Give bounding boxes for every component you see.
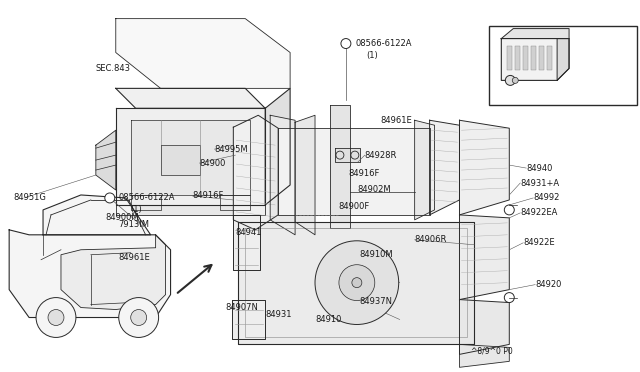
Text: 84907N: 84907N	[225, 303, 258, 312]
Polygon shape	[557, 39, 569, 80]
Circle shape	[506, 76, 515, 86]
Polygon shape	[265, 89, 290, 205]
Circle shape	[48, 310, 64, 326]
Bar	[508, 45, 512, 70]
Polygon shape	[460, 120, 509, 215]
Polygon shape	[278, 128, 429, 215]
Text: 08566-6122A: 08566-6122A	[356, 39, 412, 48]
Polygon shape	[238, 222, 474, 344]
Circle shape	[339, 265, 375, 301]
Text: 84900M: 84900M	[106, 214, 140, 222]
Polygon shape	[234, 115, 278, 230]
Polygon shape	[501, 29, 569, 39]
Polygon shape	[96, 130, 116, 190]
Circle shape	[341, 39, 351, 48]
Bar	[515, 45, 520, 70]
Text: (1): (1)	[131, 205, 143, 214]
Polygon shape	[61, 235, 166, 310]
Polygon shape	[116, 89, 265, 108]
Polygon shape	[116, 205, 265, 215]
Circle shape	[36, 298, 76, 337]
Text: 84940: 84940	[526, 164, 552, 173]
Bar	[490, 26, 637, 105]
Text: 84922E: 84922E	[524, 238, 555, 247]
Text: 84910M: 84910M	[360, 250, 394, 259]
Text: 84951G: 84951G	[13, 193, 46, 202]
Polygon shape	[161, 145, 200, 175]
Text: 7913IM: 7913IM	[119, 220, 150, 230]
Text: 84900F: 84900F	[338, 202, 369, 211]
Text: 84937N: 84937N	[360, 297, 393, 306]
Text: 84992: 84992	[533, 193, 559, 202]
Text: S: S	[342, 40, 348, 45]
Bar	[524, 45, 528, 70]
Polygon shape	[460, 344, 509, 367]
Polygon shape	[131, 120, 250, 195]
Polygon shape	[429, 120, 460, 215]
Text: 84961E: 84961E	[119, 253, 150, 262]
Polygon shape	[9, 230, 171, 318]
Text: 84920: 84920	[535, 280, 561, 289]
Polygon shape	[232, 299, 265, 339]
Text: 08566-6122A: 08566-6122A	[119, 193, 175, 202]
Text: (1): (1)	[366, 51, 378, 60]
Text: SEC.843: SEC.843	[96, 64, 131, 73]
Polygon shape	[43, 195, 150, 235]
Bar	[539, 45, 544, 70]
Text: 84995M: 84995M	[214, 145, 248, 154]
Bar	[531, 45, 536, 70]
Text: ^8/9^0 P0: ^8/9^0 P0	[472, 347, 513, 356]
Polygon shape	[330, 105, 350, 228]
Polygon shape	[415, 120, 435, 220]
Text: 84900: 84900	[200, 158, 226, 167]
Polygon shape	[460, 299, 509, 355]
Polygon shape	[295, 115, 315, 235]
Polygon shape	[270, 115, 295, 235]
Polygon shape	[501, 39, 569, 80]
Bar	[547, 45, 552, 70]
Text: 84961E: 84961E	[381, 116, 413, 125]
Text: F/CD AUTO CHANGER: F/CD AUTO CHANGER	[500, 89, 582, 98]
Text: S: S	[106, 195, 111, 199]
Text: 84916F: 84916F	[348, 169, 380, 177]
Polygon shape	[234, 215, 260, 270]
Circle shape	[352, 278, 362, 288]
Text: 84902M: 84902M	[358, 186, 392, 195]
Text: 84910: 84910	[315, 315, 341, 324]
Polygon shape	[116, 108, 265, 205]
Text: 84970M: 84970M	[569, 39, 603, 48]
Text: 84906R: 84906R	[415, 235, 447, 244]
Text: 84931: 84931	[265, 310, 292, 319]
Polygon shape	[335, 148, 360, 162]
Text: 84941: 84941	[236, 228, 262, 237]
Text: 84928R: 84928R	[365, 151, 397, 160]
Text: 84931+A: 84931+A	[520, 179, 559, 187]
Polygon shape	[116, 19, 290, 89]
Circle shape	[512, 77, 518, 83]
Text: 84916F: 84916F	[193, 192, 224, 201]
Polygon shape	[460, 215, 509, 299]
Text: 84916FA: 84916FA	[569, 63, 605, 72]
Text: 84922EA: 84922EA	[520, 208, 557, 217]
Circle shape	[131, 310, 147, 326]
Circle shape	[105, 193, 115, 203]
Circle shape	[119, 298, 159, 337]
Circle shape	[315, 241, 399, 324]
